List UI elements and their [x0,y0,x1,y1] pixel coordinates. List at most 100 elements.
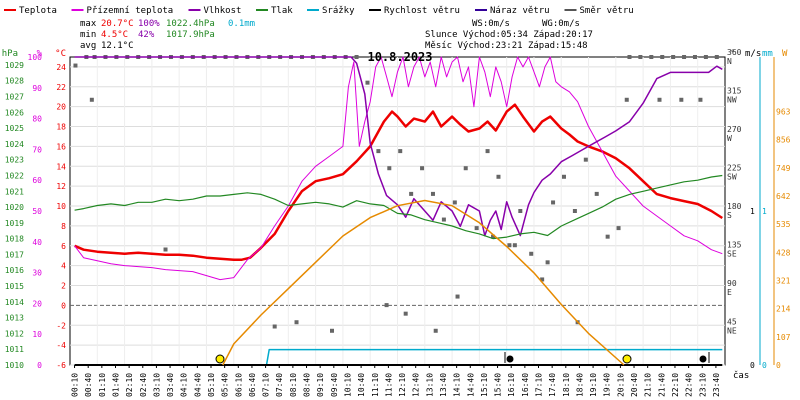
tick-label-celsius: 14 [56,162,66,171]
tick-label-percent: 60 [32,176,42,185]
wind-direction-point [163,247,168,252]
tick-label-x: 10:10 [343,373,352,397]
moon-info: Měsíc Východ:23:21 Západ:15:48 [425,41,588,51]
tick-label-percent: 50 [32,207,42,216]
wind-direction-point [272,324,277,329]
tick-label-hpa: 1011 [5,345,24,354]
stats-min-hum: 42% [138,30,155,40]
wind-direction-point [420,166,425,171]
tick-label-x: 11:40 [384,373,393,397]
wind-direction-point [398,149,403,154]
axis-label-rain: mm [762,49,773,59]
tick-label-x: 19:10 [589,373,598,397]
tick-label-x: 15:40 [494,373,503,397]
stats-avg-temp: 12.1°C [101,41,134,51]
tick-label-hpa: 1010 [5,361,24,370]
tick-label-degrees: 135 [727,241,742,250]
wind-direction-point [441,217,446,222]
wind-direction-point [403,311,408,316]
tick-label-x: 03:40 [166,373,175,397]
stats-min-temp: 4.5°C [101,30,128,40]
axis-label-radiation: W [782,49,788,59]
wind-direction-point [605,234,610,239]
tick-label-x: 10:40 [357,373,366,397]
tick-label-celsius: 20 [56,103,66,112]
tick-label-x: 01:10 [98,373,107,397]
tick-label-hpa: 1029 [5,61,24,70]
stats-max-label: max [80,19,97,29]
series-line-tlak [74,174,723,240]
tick-label-rain: 0 [762,361,767,370]
tick-label-hpa: 1012 [5,329,24,338]
legend-item: Srážky [322,6,355,16]
legend-item: Tlak [271,6,293,16]
tick-label-hpa: 1025 [5,124,24,133]
tick-label-hpa: 1021 [5,187,24,196]
tick-label-celsius: -2 [56,321,66,330]
tick-label-radiation: 214 [776,305,791,314]
tick-label-x: 06:10 [234,373,243,397]
wind-direction-point [679,97,684,102]
tick-label-x: 06:40 [248,373,257,397]
wind-direction-point [698,97,703,102]
wind-direction-point [561,174,566,179]
wind-direction-point [73,63,78,68]
axis-label-percent: % [37,49,43,59]
tick-label-hpa: 1018 [5,235,24,244]
moonset-icon [506,355,514,363]
series-line-solární-radiace [222,199,625,366]
tick-label-hpa: 1026 [5,108,24,117]
legend-item: Rychlost větru [384,6,460,16]
tick-label-radiation: 107 [776,333,791,342]
tick-label-degrees: 45 [727,318,737,327]
tick-label-hpa: 1016 [5,266,24,275]
tick-label-direction: N [727,57,732,66]
wind-direction-point [463,166,468,171]
tick-label-radiation: 428 [776,248,791,257]
tick-label-direction: W [727,134,732,143]
tick-label-hpa: 1020 [5,203,24,212]
wind-direction-point [376,149,381,154]
wind-direction-point [491,234,496,239]
wind-direction-point [330,328,334,333]
wind-direction-point [594,191,599,196]
wind-direction-point [384,303,389,308]
tick-label-x: 11:10 [371,373,380,397]
tick-label-hpa: 1024 [5,140,24,149]
tick-label-degrees: 270 [727,125,742,134]
tick-label-x: 14:40 [466,373,475,397]
tick-label-celsius: -6 [56,361,66,370]
wind-direction-point [430,191,435,196]
tick-label-hpa: 1019 [5,219,24,228]
tick-label-hpa: 1028 [5,77,24,86]
tick-label-degrees: 90 [727,279,737,288]
series-line-teplota [74,103,723,261]
stats-block: max 20.7°C 100% 1022.4hPa 0.1mm min 4.5°… [80,19,255,51]
wind-direction-point [624,97,629,102]
tick-label-x: 23:10 [698,373,707,397]
tick-label-x: 18:40 [575,373,584,397]
wind-direction-point [692,55,697,59]
tick-label-celsius: 18 [56,123,66,132]
tick-label-celsius: 2 [61,282,66,291]
tick-label-radiation: 321 [776,276,791,285]
stats-max-press: 1022.4hPa [166,19,215,29]
wind-direction-point [682,55,687,59]
tick-label-x: 03:10 [152,373,161,397]
axis-label-hpa: hPa [2,49,18,59]
wind-direction-point [496,174,501,179]
wind-direction-point [627,55,632,59]
tick-label-celsius: -4 [56,341,66,350]
wind-direction-point [649,55,654,59]
series-line-přízemní-teplota [74,56,723,281]
wind-direction-point [616,226,621,231]
wind-direction-point [452,200,457,205]
tick-label-celsius: 22 [56,83,66,92]
tick-label-direction: S [727,211,732,220]
tick-label-x: 22:40 [685,373,694,397]
tick-label-x: 08:10 [289,373,298,397]
wind-direction-point [455,294,460,299]
tick-label-hpa: 1014 [5,298,24,307]
sun-markers [215,352,710,364]
